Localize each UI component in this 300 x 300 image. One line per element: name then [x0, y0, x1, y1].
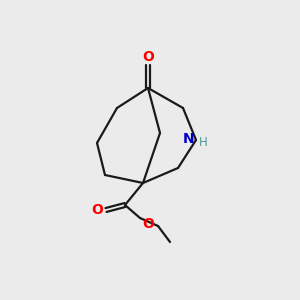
Text: O: O: [142, 217, 154, 231]
Text: N: N: [182, 132, 194, 146]
Text: O: O: [142, 50, 154, 64]
Text: H: H: [199, 136, 208, 148]
Text: O: O: [91, 203, 103, 217]
